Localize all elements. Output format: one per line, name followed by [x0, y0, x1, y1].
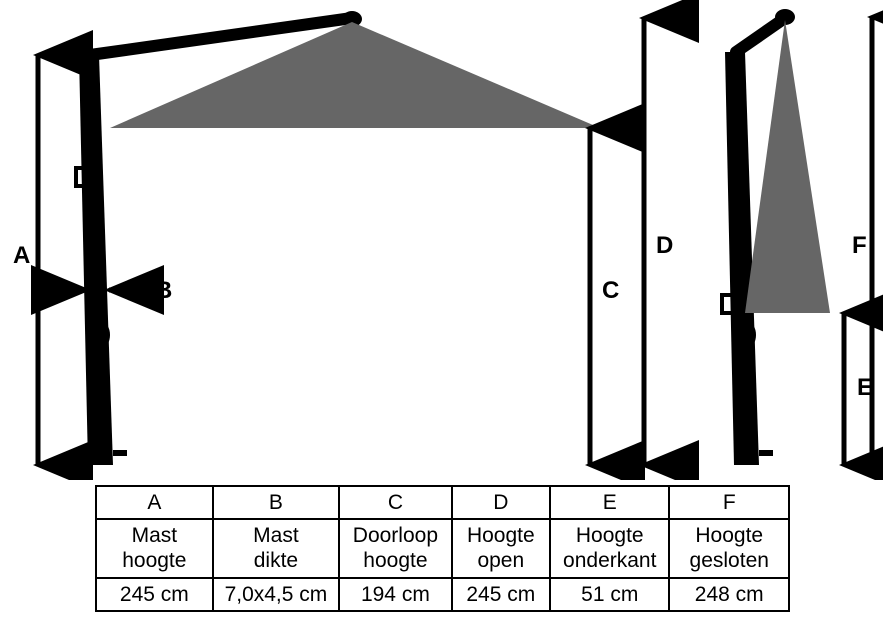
cell-key: D: [452, 486, 550, 519]
cell-key: A: [96, 486, 213, 519]
diagram-svg: A B C D E F: [0, 0, 883, 480]
cell-label: Hoogtegesloten: [669, 519, 789, 577]
cell-label: Hoogteonderkant: [550, 519, 669, 577]
cell-value: 194 cm: [339, 578, 451, 611]
dimension-c: C: [590, 128, 619, 465]
cell-key: B: [213, 486, 340, 519]
cell-key: E: [550, 486, 669, 519]
cell-label: Mastdikte: [213, 519, 340, 577]
dimension-d: D: [644, 18, 673, 465]
diagram-container: A B C D E F A B C D E F Masthoogte Mastd…: [0, 0, 883, 627]
cell-value: 248 cm: [669, 578, 789, 611]
table-row-keys: A B C D E F: [96, 486, 789, 519]
label-c: C: [602, 277, 619, 304]
cell-label: Doorloophoogte: [339, 519, 451, 577]
cell-key: F: [669, 486, 789, 519]
cell-value: 245 cm: [96, 578, 213, 611]
dimension-a: A: [13, 55, 38, 465]
label-b: B: [155, 277, 172, 304]
label-a: A: [13, 242, 30, 269]
open-parasol: [76, 11, 600, 465]
cell-value: 51 cm: [550, 578, 669, 611]
cell-value: 7,0x4,5 cm: [213, 578, 340, 611]
cell-value: 245 cm: [452, 578, 550, 611]
dimension-e: E: [844, 313, 873, 465]
table-row-values: 245 cm 7,0x4,5 cm 194 cm 245 cm 51 cm 24…: [96, 578, 789, 611]
table-row-labels: Masthoogte Mastdikte Doorloophoogte Hoog…: [96, 519, 789, 577]
cell-label: Masthoogte: [96, 519, 213, 577]
dimension-b: B: [50, 277, 172, 304]
cell-label: Hoogteopen: [452, 519, 550, 577]
cell-key: C: [339, 486, 451, 519]
label-f: F: [852, 232, 867, 259]
dimensions-table: A B C D E F Masthoogte Mastdikte Doorloo…: [95, 485, 790, 612]
label-d: D: [656, 232, 673, 259]
closed-parasol: [722, 9, 830, 465]
